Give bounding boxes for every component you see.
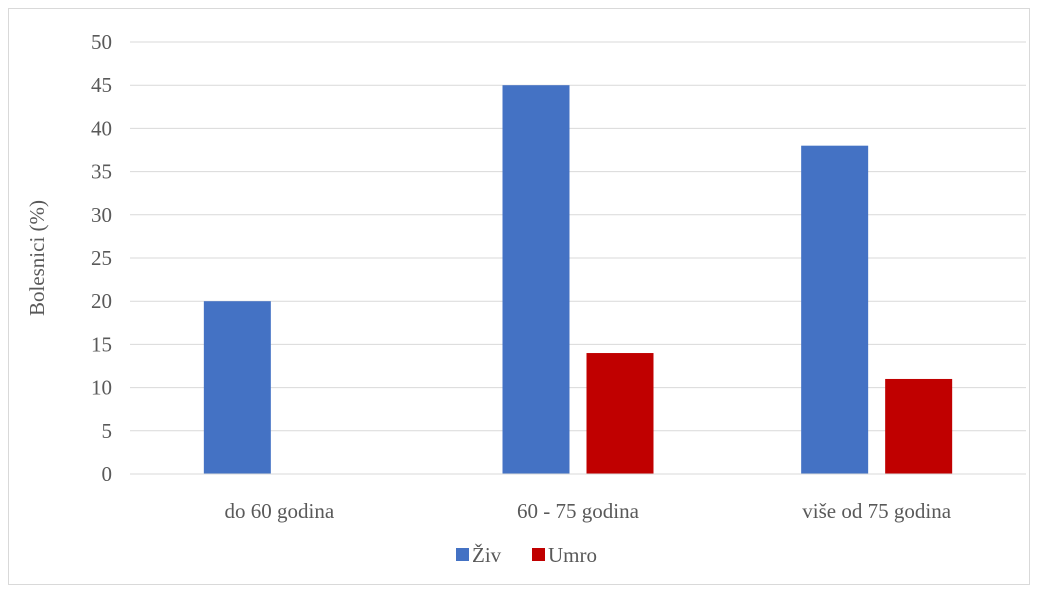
x-category-label: do 60 godina xyxy=(225,499,335,523)
y-tick-label: 20 xyxy=(91,289,112,313)
legend-swatch xyxy=(456,548,469,561)
y-axis-ticks: 0 5 10 15 20 25 30 35 40 45 50 xyxy=(91,30,112,486)
y-tick-label: 45 xyxy=(91,73,112,97)
gridlines xyxy=(130,41,1026,432)
y-tick-label: 10 xyxy=(91,376,112,400)
x-category-label: više od 75 godina xyxy=(802,499,951,523)
y-tick-label: 15 xyxy=(91,332,112,356)
legend-label: Umro xyxy=(548,543,597,567)
bar-ziv xyxy=(801,145,869,474)
bar-umro xyxy=(586,353,654,474)
y-axis-title: Bolesnici (%) xyxy=(25,200,49,316)
y-tick-label: 35 xyxy=(91,160,112,184)
y-tick-label: 30 xyxy=(91,203,112,227)
bar-umro xyxy=(885,378,953,474)
y-tick-label: 25 xyxy=(91,246,112,270)
bars xyxy=(203,85,953,474)
x-axis-categories: do 60 godina 60 - 75 godina više od 75 god… xyxy=(225,499,952,523)
y-tick-label: 0 xyxy=(102,462,113,486)
y-tick-label: 50 xyxy=(91,30,112,54)
legend: Živ Umro xyxy=(456,543,597,567)
y-tick-label: 40 xyxy=(91,116,112,140)
bar-ziv xyxy=(502,85,570,474)
bar-ziv xyxy=(203,301,271,474)
x-category-label: 60 - 75 godina xyxy=(517,499,640,523)
y-tick-label: 5 xyxy=(102,419,113,443)
legend-swatch xyxy=(532,548,545,561)
legend-label: Živ xyxy=(472,543,502,567)
